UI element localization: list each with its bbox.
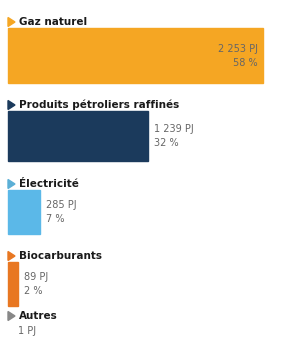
Text: 1 239 PJ: 1 239 PJ	[154, 124, 194, 134]
Text: Gaz naturel: Gaz naturel	[19, 17, 87, 27]
Text: 2 253 PJ: 2 253 PJ	[218, 44, 258, 53]
Text: 2 %: 2 %	[24, 286, 43, 296]
Text: 1 PJ: 1 PJ	[18, 326, 36, 336]
Text: 89 PJ: 89 PJ	[24, 272, 48, 282]
Text: 32 %: 32 %	[154, 138, 179, 148]
Polygon shape	[8, 311, 15, 321]
Text: 7 %: 7 %	[46, 214, 65, 224]
Bar	[8, 262, 18, 306]
Text: Autres: Autres	[19, 311, 58, 321]
Text: 58 %: 58 %	[233, 57, 258, 68]
Polygon shape	[8, 17, 15, 27]
Polygon shape	[8, 252, 15, 260]
Text: Biocarburants: Biocarburants	[19, 251, 102, 261]
Text: 285 PJ: 285 PJ	[46, 200, 77, 210]
Polygon shape	[8, 180, 15, 188]
Bar	[8, 28, 263, 83]
Polygon shape	[8, 101, 15, 109]
Text: Électricité: Électricité	[19, 179, 79, 189]
Text: Produits pétroliers raffinés: Produits pétroliers raffinés	[19, 100, 179, 110]
Bar	[8, 111, 148, 161]
Bar	[8, 190, 40, 234]
